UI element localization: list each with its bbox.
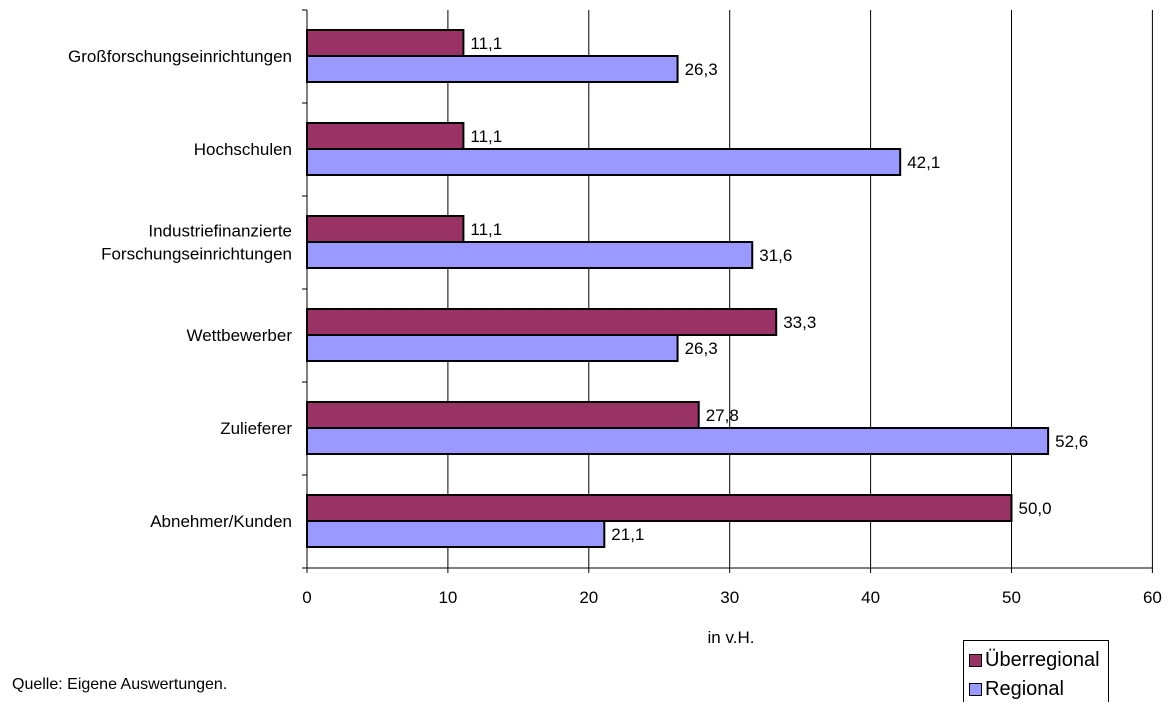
bar-regional-1 — [306, 148, 902, 176]
value-label-ueberregional-0: 11,1 — [470, 34, 502, 53]
category-label-0: Großforschungseinrichtungen — [68, 47, 292, 66]
category-labels: Großforschungseinrichtungen Hochschulen In… — [68, 47, 292, 531]
value-label-ueberregional-2: 11,1 — [470, 220, 502, 239]
category-label-line: Wettbewerber — [186, 326, 292, 345]
value-label-ueberregional-5: 50,0 — [1019, 499, 1052, 518]
bar-ueberregional-4 — [306, 401, 700, 429]
category-label-4: Zulieferer — [220, 419, 292, 438]
legend-swatch-regional — [969, 682, 982, 696]
legend-swatch-ueberregional — [969, 653, 982, 667]
value-label-ueberregional-1: 11,1 — [470, 127, 502, 146]
axes — [302, 9, 1153, 573]
value-label-ueberregional-4: 27,8 — [706, 406, 739, 425]
source-note: Quelle: Eigene Auswertungen. — [12, 676, 228, 693]
category-label-line: Zulieferer — [220, 419, 292, 438]
value-label-regional-5: 21,1 — [611, 525, 644, 544]
gridlines — [447, 10, 1153, 568]
x-tick-label-20: 20 — [579, 588, 598, 607]
bar-ueberregional-1 — [306, 122, 465, 150]
category-label-line: Großforschungseinrichtungen — [68, 47, 292, 66]
bar-regional-0 — [306, 55, 679, 83]
legend: Überregional Regional — [963, 640, 1109, 702]
value-label-regional-3: 26,3 — [685, 339, 718, 358]
value-label-ueberregional-3: 33,3 — [783, 313, 816, 332]
bars — [306, 29, 1050, 548]
x-tick-labels: 0 10 20 30 40 50 60 — [302, 588, 1162, 607]
x-tick-label-0: 0 — [302, 588, 311, 607]
category-label-line: Hochschulen — [194, 140, 292, 159]
x-tick-label-50: 50 — [1002, 588, 1021, 607]
category-label-5: Abnehmer/Kunden — [150, 512, 292, 531]
bar-ueberregional-2 — [306, 215, 465, 243]
x-tick-label-30: 30 — [720, 588, 739, 607]
bar-ueberregional-5 — [306, 494, 1013, 522]
value-label-regional-1: 42,1 — [907, 153, 940, 172]
x-tick-label-60: 60 — [1143, 588, 1162, 607]
bar-ueberregional-3 — [306, 308, 778, 336]
legend-label-regional: Regional — [985, 678, 1064, 700]
bar-regional-4 — [306, 427, 1050, 455]
category-label-line: Abnehmer/Kunden — [150, 512, 292, 531]
value-label-regional-0: 26,3 — [685, 60, 718, 79]
legend-item-regional: Regional — [969, 676, 1064, 702]
bar-regional-3 — [306, 334, 679, 362]
x-tick-label-40: 40 — [861, 588, 880, 607]
x-tick-label-10: 10 — [438, 588, 457, 607]
bar-ueberregional-0 — [306, 29, 465, 57]
category-label-2: Industriefinanzierte Forschungseinrichtun… — [101, 222, 292, 264]
bar-regional-2 — [306, 241, 754, 269]
value-label-regional-2: 31,6 — [759, 246, 792, 265]
bar-regional-5 — [306, 520, 606, 548]
value-label-regional-4: 52,6 — [1055, 432, 1088, 451]
x-axis-title: in v.H. — [708, 628, 755, 647]
category-label-line: Forschungseinrichtungen — [101, 245, 292, 264]
category-label-line: Industriefinanzierte — [148, 222, 292, 241]
category-label-3: Wettbewerber — [186, 326, 292, 345]
legend-item-ueberregional: Überregional — [969, 647, 1100, 673]
value-labels: 11,1 26,3 11,1 42,1 11,1 31,6 33,3 26,3 27,8 52,6… — [470, 34, 1088, 544]
category-label-1: Hochschulen — [194, 140, 292, 159]
legend-label-ueberregional: Überregional — [985, 649, 1100, 671]
